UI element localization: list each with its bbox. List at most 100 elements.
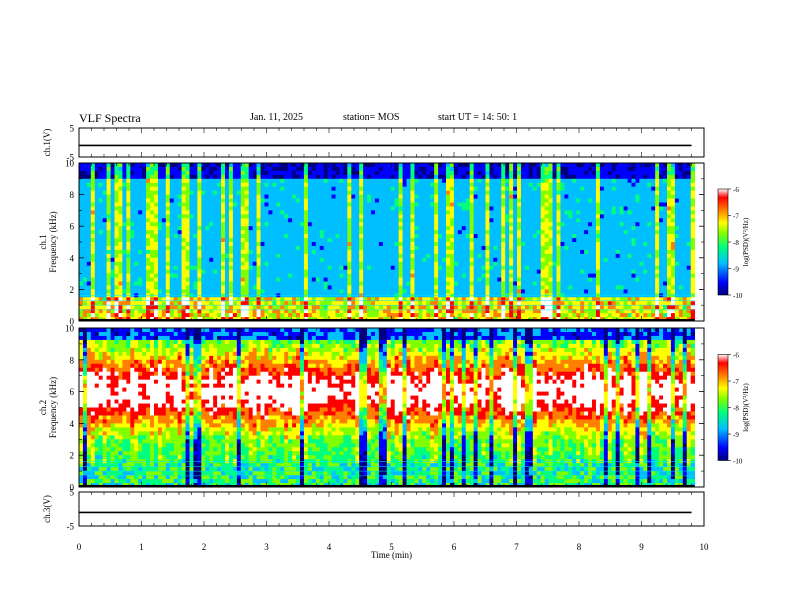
spectrogram-cell — [261, 238, 265, 242]
spectrogram-cell — [288, 218, 292, 222]
spectrogram-cell — [233, 238, 237, 242]
spectrogram-cell — [466, 171, 470, 175]
spectrogram-cell — [418, 254, 422, 258]
spectrogram-cell — [257, 289, 261, 293]
spectrogram-cell — [170, 289, 174, 293]
spectrogram-cell — [513, 242, 517, 246]
spectrogram-cell — [529, 289, 533, 293]
spectrogram-cell — [521, 183, 525, 187]
spectrogram-cell — [564, 234, 568, 238]
spectrogram-cell — [525, 242, 529, 246]
spectrogram-cell — [111, 199, 115, 203]
spectrogram-cell — [493, 226, 497, 230]
spectrogram-cell — [403, 222, 407, 226]
spectrogram-cell — [422, 163, 426, 167]
spectrogram-cell — [292, 278, 296, 282]
spectrogram-cell — [407, 274, 411, 278]
spectrogram-cell — [197, 278, 201, 282]
spectrogram-cell — [107, 163, 111, 167]
spectrogram-cell — [272, 171, 276, 175]
spectrogram-cell — [482, 218, 486, 222]
spectrogram-cell — [497, 195, 501, 199]
spectrogram-cell — [339, 167, 343, 171]
spectrogram-cell — [426, 238, 430, 242]
spectrogram-cell — [253, 282, 257, 286]
spectrogram-cell — [130, 171, 134, 175]
spectrogram-cell — [130, 270, 134, 274]
spectrogram-cell — [489, 206, 493, 210]
spectrogram-cell — [505, 254, 509, 258]
spectrogram-cell — [95, 226, 99, 230]
spectrogram-cell — [201, 183, 205, 187]
spectrogram-cell — [158, 246, 162, 250]
spectrogram-cell — [142, 313, 146, 317]
spectrogram-cell — [560, 222, 564, 226]
spectrogram-cell — [268, 254, 272, 258]
spectrogram-cell — [174, 206, 178, 210]
spectrogram-cell — [280, 183, 284, 187]
spectrogram-cell — [549, 250, 553, 254]
spectrogram-cell — [83, 278, 87, 282]
spectrogram-cell — [154, 234, 158, 238]
spectrogram-cell — [142, 297, 146, 301]
spectrogram-cell — [336, 278, 340, 282]
spectrogram-cell — [312, 250, 316, 254]
spectrogram-cell — [336, 258, 340, 262]
spectrogram-cell — [462, 210, 466, 214]
spectrogram-cell — [474, 246, 478, 250]
spectrogram-cell — [142, 254, 146, 258]
spectrogram-cell — [549, 214, 553, 218]
spectrogram-cell — [182, 278, 186, 282]
spectrogram-cell — [233, 175, 237, 179]
spectrogram-cell — [241, 203, 245, 207]
spectrogram-cell — [111, 179, 115, 183]
spectrogram-cell — [197, 214, 201, 218]
spectrogram-cell — [541, 222, 545, 226]
spectrogram-cell — [320, 238, 324, 242]
spectrogram-cell — [525, 282, 529, 286]
spectrogram-cell — [414, 218, 418, 222]
spectrogram-cell — [103, 246, 107, 250]
spectrogram-cell — [292, 187, 296, 191]
spectrogram-cell — [272, 242, 276, 246]
spectrogram-cell — [162, 179, 166, 183]
spectrogram-cell — [332, 191, 336, 195]
spectrogram-cell — [308, 285, 312, 289]
spectrogram-cell — [355, 242, 359, 246]
spectrogram-cell — [134, 313, 138, 317]
spectrogram-cell — [410, 313, 414, 317]
spectrogram-cell — [541, 187, 545, 191]
spectrogram-cell — [288, 258, 292, 262]
spectrogram-cell — [434, 242, 438, 246]
spectrogram-cell — [316, 270, 320, 274]
spectrogram-cell — [237, 285, 241, 289]
spectrogram-cell — [126, 171, 130, 175]
spectrogram-cell — [446, 266, 450, 270]
spectrogram-cell — [367, 250, 371, 254]
spectrogram-cell — [379, 242, 383, 246]
spectrogram-cell — [233, 210, 237, 214]
spectrogram-cell — [83, 175, 87, 179]
spectrogram-cell — [462, 230, 466, 234]
spectrogram-cell — [99, 278, 103, 282]
spectrogram-cell — [557, 278, 561, 282]
spectrogram-cell — [130, 262, 134, 266]
spectrogram-cell — [111, 175, 115, 179]
spectrogram-cell — [332, 199, 336, 203]
spectrogram-cell — [107, 238, 111, 242]
spectrogram-cell — [513, 187, 517, 191]
spectrogram-cell — [474, 297, 478, 301]
spectrogram-cell — [142, 171, 146, 175]
spectrogram-cell — [537, 266, 541, 270]
spectrogram-cell — [229, 175, 233, 179]
spectrogram-cell — [300, 230, 304, 234]
spectrogram-cell — [130, 246, 134, 250]
spectrogram-cell — [509, 234, 513, 238]
spectrogram-cell — [557, 234, 561, 238]
spectrogram-cell — [533, 285, 537, 289]
spectrogram-cell — [497, 206, 501, 210]
spectrogram-cell — [288, 238, 292, 242]
spectrogram-cell — [391, 210, 395, 214]
spectrogram-cell — [332, 305, 336, 309]
spectrogram-cell — [201, 289, 205, 293]
